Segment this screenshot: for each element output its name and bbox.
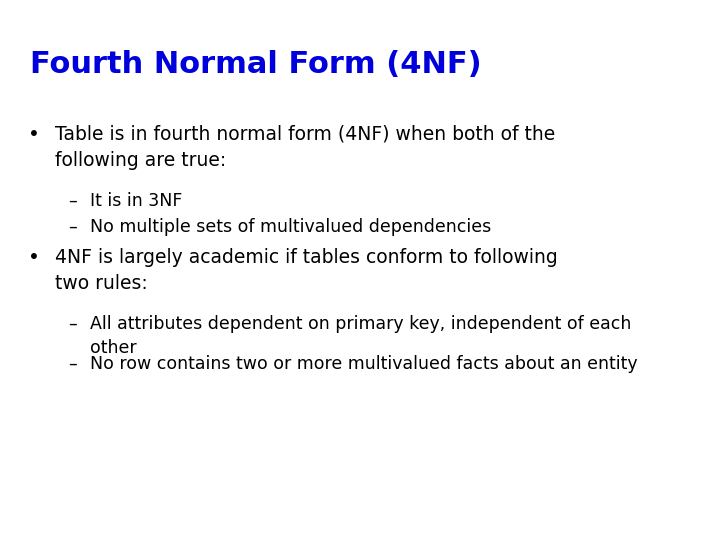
Text: Fourth Normal Form (4NF): Fourth Normal Form (4NF) (30, 50, 482, 79)
Text: –: – (68, 192, 77, 210)
Text: –: – (68, 355, 77, 373)
Text: No row contains two or more multivalued facts about an entity: No row contains two or more multivalued … (90, 355, 638, 373)
Text: –: – (68, 218, 77, 236)
Text: No multiple sets of multivalued dependencies: No multiple sets of multivalued dependen… (90, 218, 491, 236)
Text: •: • (28, 125, 40, 144)
Text: It is in 3NF: It is in 3NF (90, 192, 182, 210)
Text: 4NF is largely academic if tables conform to following
two rules:: 4NF is largely academic if tables confor… (55, 248, 558, 293)
Text: All attributes dependent on primary key, independent of each
other: All attributes dependent on primary key,… (90, 315, 631, 357)
Text: •: • (28, 248, 40, 267)
Text: Table is in fourth normal form (4NF) when both of the
following are true:: Table is in fourth normal form (4NF) whe… (55, 125, 555, 170)
Text: –: – (68, 315, 77, 333)
